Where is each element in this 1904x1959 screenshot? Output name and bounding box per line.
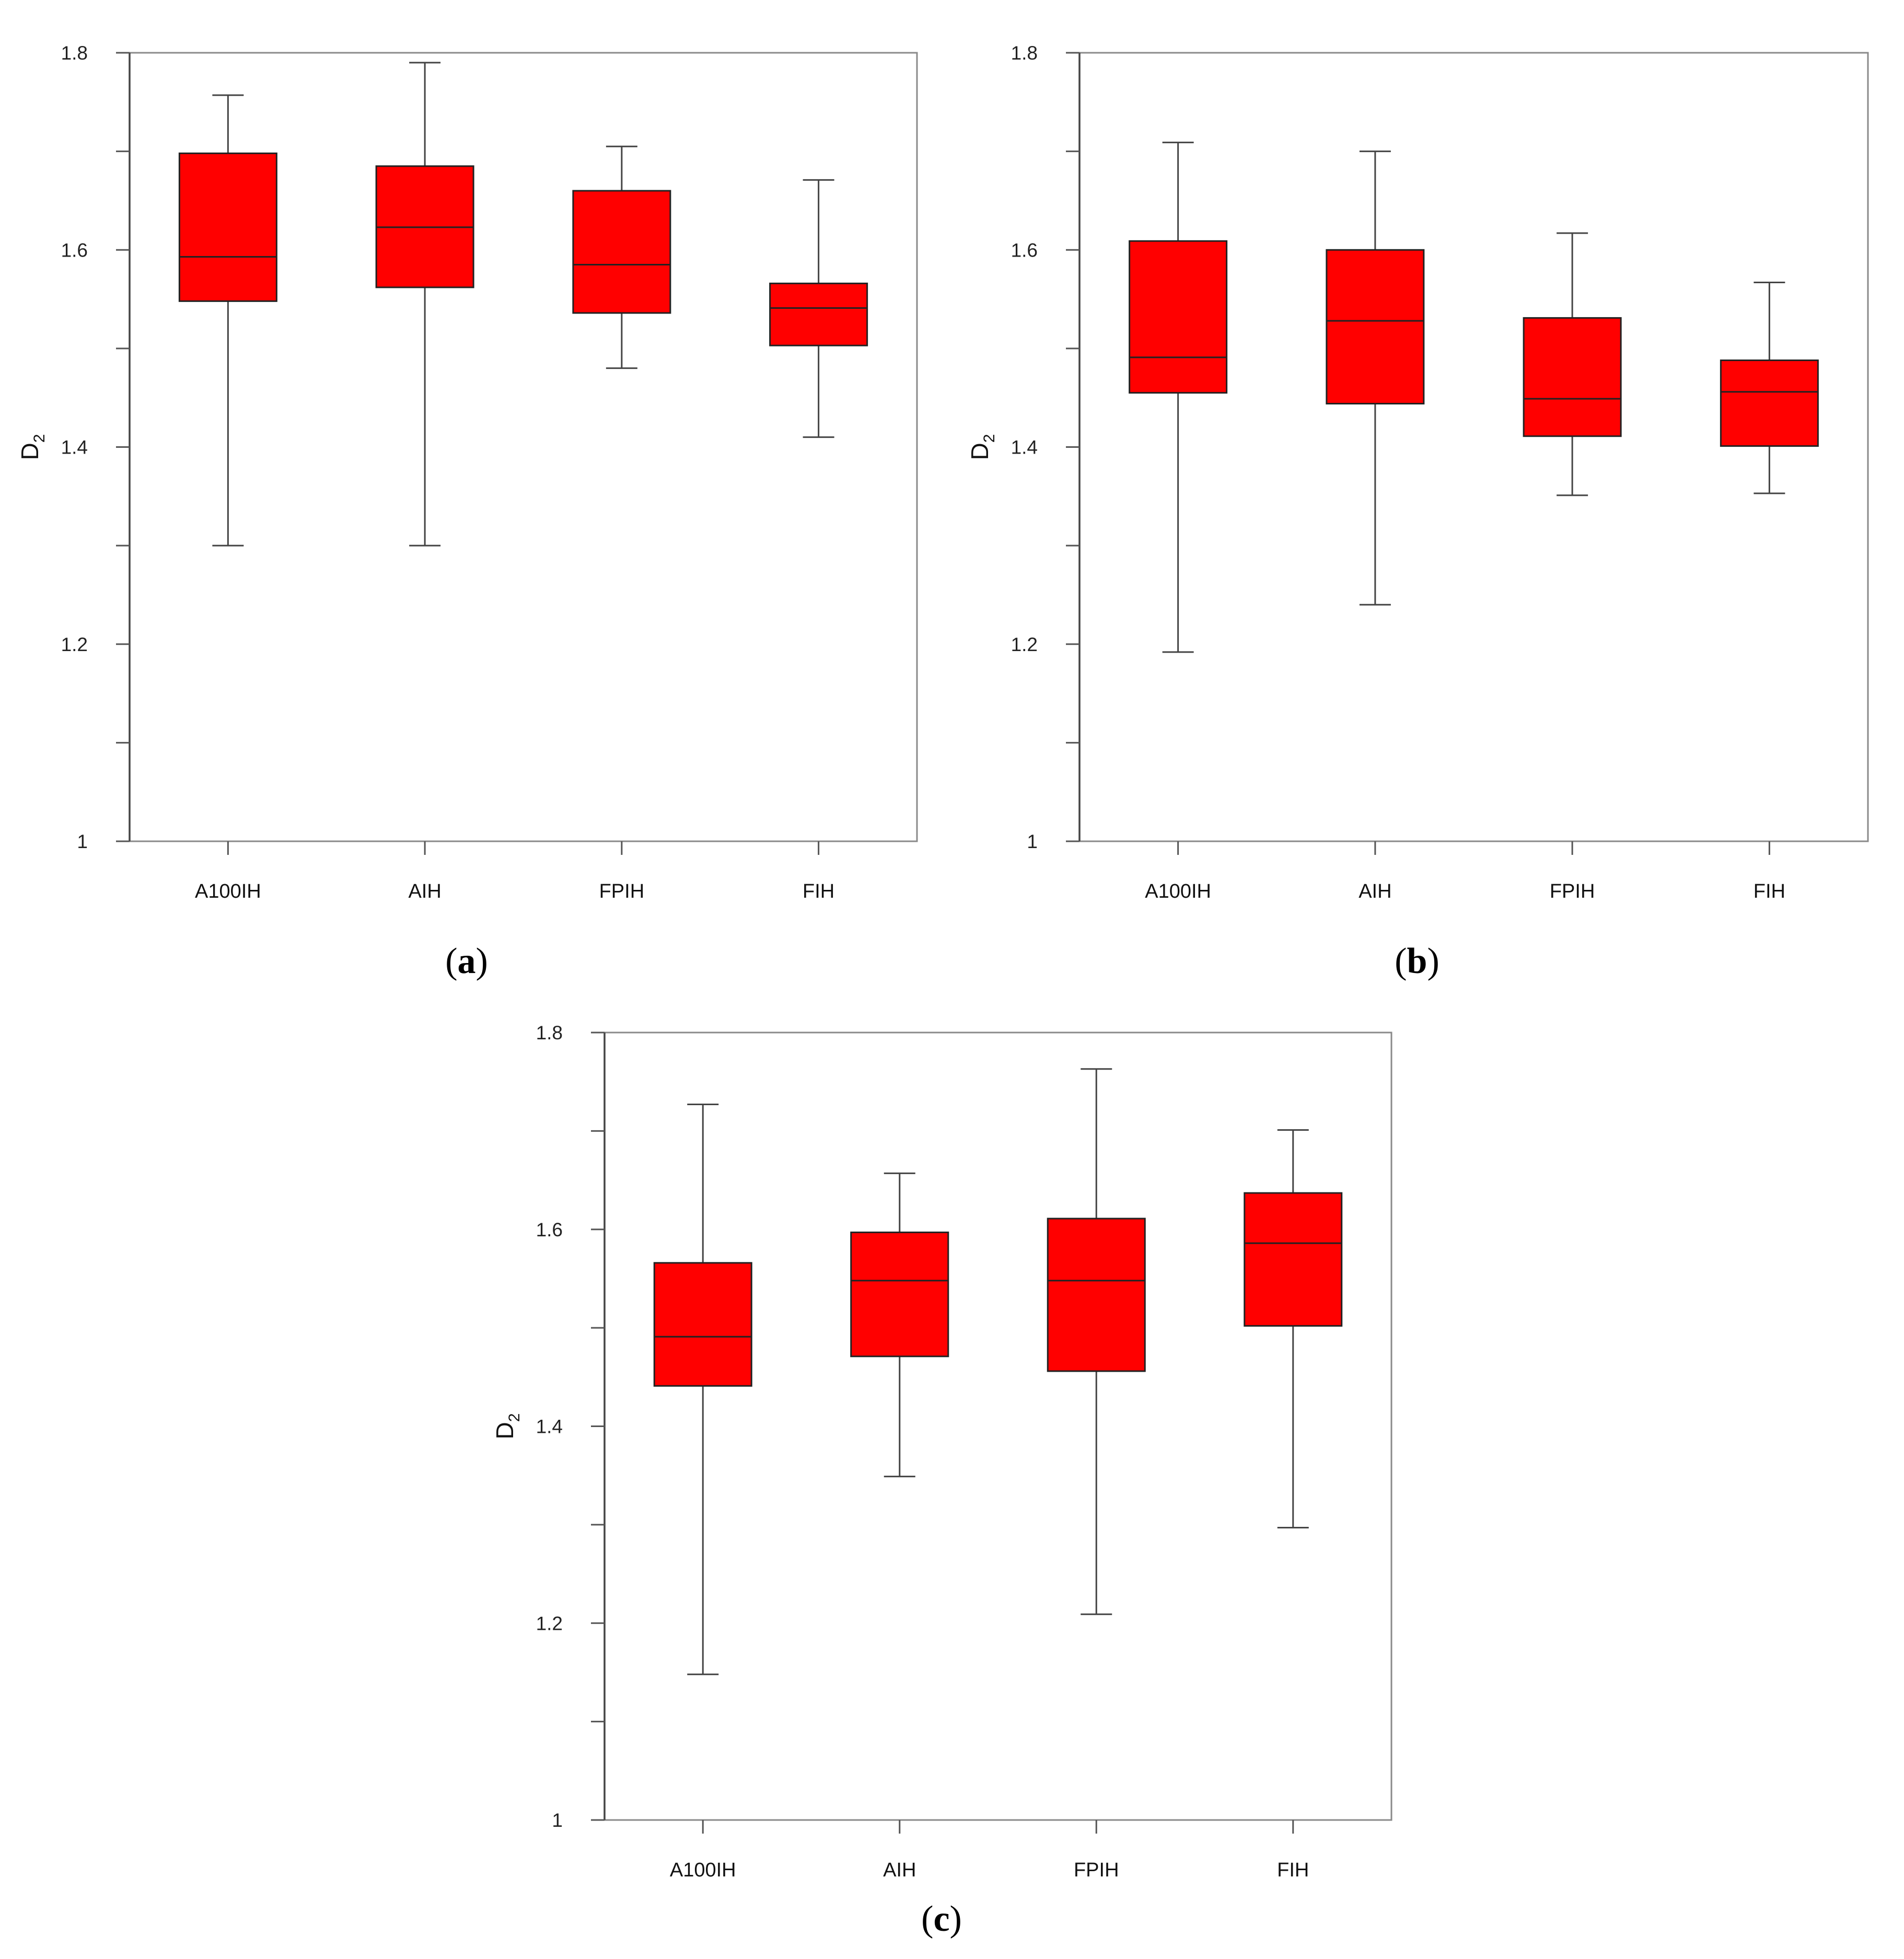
box-fpih: [1523, 232, 1622, 496]
y-tick-label: 1.6: [536, 1219, 563, 1241]
category-label: FIH: [1754, 880, 1785, 902]
category-label: A100IH: [670, 1859, 736, 1881]
box-a100ih: [653, 1104, 752, 1675]
box-fih: [1720, 281, 1819, 494]
panel-label: (b): [1395, 941, 1439, 981]
box-a100ih: [1129, 142, 1228, 653]
y-tick-label: 1.2: [61, 634, 88, 655]
iqr-box: [1326, 249, 1425, 405]
box-fih: [769, 179, 868, 438]
box-fih: [1244, 1129, 1343, 1529]
category-label: AIH: [408, 880, 441, 902]
category-label: FIH: [803, 880, 834, 902]
panel-label: (c): [921, 1899, 962, 1939]
y-tick-label: 1.4: [536, 1416, 563, 1438]
box-aih: [850, 1172, 949, 1478]
iqr-box: [850, 1231, 949, 1358]
iqr-box: [1244, 1192, 1343, 1327]
box-fpih: [1047, 1068, 1146, 1615]
y-tick-label: 1.4: [1011, 437, 1038, 458]
iqr-box: [1523, 317, 1622, 437]
box-aih: [375, 62, 474, 547]
y-tick-label: 1: [1027, 831, 1038, 852]
category-label: FPIH: [599, 880, 645, 902]
iqr-box: [1047, 1218, 1146, 1372]
iqr-box: [572, 190, 671, 314]
category-label: FIH: [1277, 1859, 1309, 1881]
chart-panel-b: 1 1.2 1.4 1.6 1.8 D2 A100IH AIH FPIH FIH: [966, 42, 1869, 902]
plot-frame: [1078, 52, 1869, 842]
y-tick-label: 1: [552, 1810, 563, 1831]
y-axis-label: D2: [491, 1413, 523, 1440]
y-tick-label: 1.8: [61, 42, 88, 64]
category-label: FPIH: [1550, 880, 1595, 902]
y-tick-label: 1: [77, 831, 88, 852]
iqr-box: [769, 282, 868, 346]
chart-panel-a: 1 1.2 1.4 1.6 1.8 D2 A100IH AIH FPIH FIH: [16, 42, 918, 902]
box-aih: [1326, 150, 1425, 606]
iqr-box: [653, 1262, 752, 1387]
y-tick-label: 1.8: [536, 1022, 563, 1044]
y-tick-label: 1.2: [536, 1613, 563, 1634]
chart-panel-c: 1 1.2 1.4 1.6 1.8 D2 A100IH AIH FPIH FIH: [491, 1022, 1392, 1881]
y-tick-label: 1.6: [61, 239, 88, 261]
iqr-box: [178, 152, 277, 302]
y-tick-label: 1.8: [1011, 42, 1038, 64]
box-a100ih: [178, 94, 277, 547]
box-fpih: [572, 145, 671, 369]
category-label: AIH: [1359, 880, 1391, 902]
category-label: AIH: [883, 1859, 916, 1881]
plot-frame: [603, 1031, 1392, 1821]
y-axis-label: D2: [16, 434, 48, 460]
category-label: FPIH: [1074, 1859, 1119, 1881]
y-tick-label: 1.6: [1011, 239, 1038, 261]
iqr-box: [1129, 240, 1228, 394]
panel-label: (a): [445, 941, 488, 981]
category-label: A100IH: [1145, 880, 1211, 902]
y-tick-label: 1.4: [61, 437, 88, 458]
y-tick-label: 1.2: [1011, 634, 1038, 655]
category-label: A100IH: [195, 880, 261, 902]
iqr-box: [1720, 360, 1819, 447]
y-axis-label: D2: [966, 434, 998, 460]
